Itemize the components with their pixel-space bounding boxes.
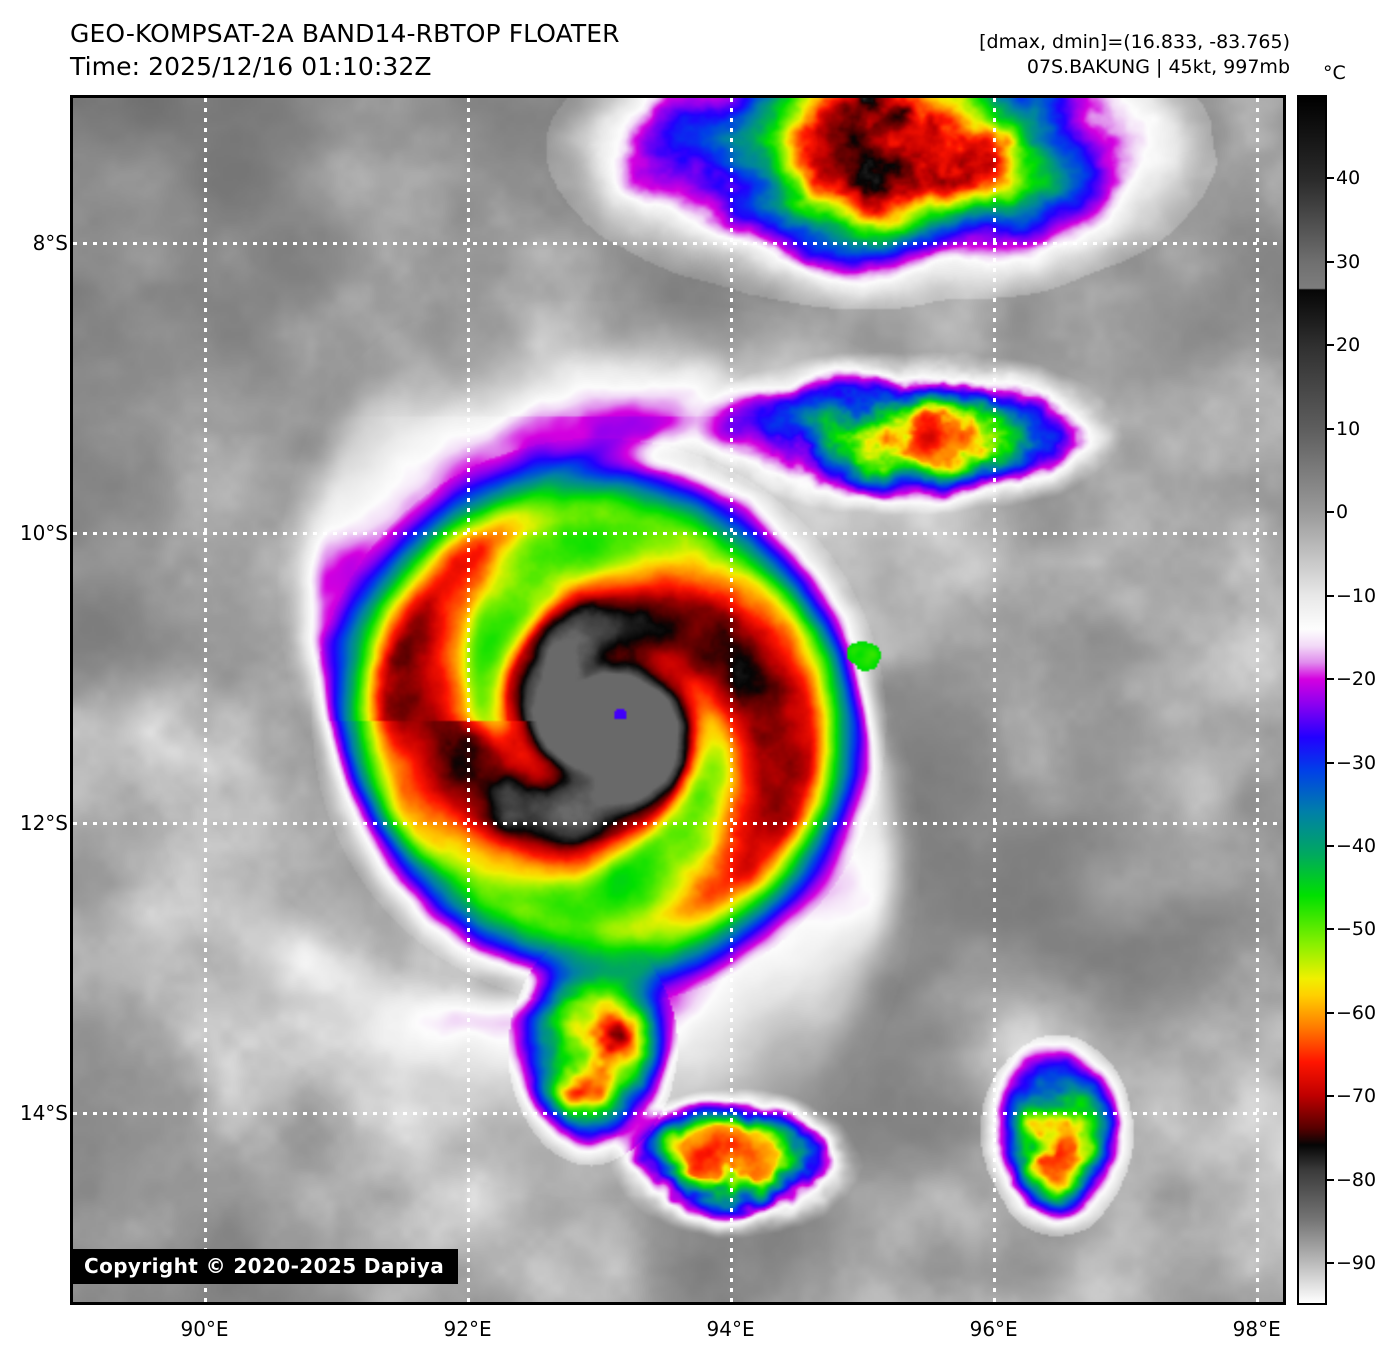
colorbar-gradient: [1299, 97, 1325, 1303]
y-axis-tick-14°S: 14°S: [19, 1101, 68, 1126]
storm-info-label: 07S.BAKUNG | 45kt, 997mb: [1026, 56, 1290, 79]
colorbar-tick-label-20: 20: [1336, 334, 1361, 357]
colorbar-tick-mark--70: [1327, 1095, 1334, 1098]
x-axis-tick-94°E: 94°E: [706, 1317, 755, 1341]
y-axis-tick-12°S: 12°S: [19, 811, 68, 836]
satellite-imagery-canvas: [73, 98, 1283, 1302]
colorbar-tick-mark-30: [1327, 260, 1334, 263]
colorbar-tick-label--70: −70: [1336, 1085, 1377, 1108]
colorbar-tick-mark-40: [1327, 177, 1334, 180]
x-axis-tick-92°E: 92°E: [443, 1317, 492, 1341]
x-axis-tick-90°E: 90°E: [180, 1317, 229, 1341]
colorbar-tick-label--30: −30: [1336, 751, 1377, 774]
temperature-colorbar: [1297, 95, 1327, 1305]
colorbar-tick-mark--60: [1327, 1011, 1334, 1014]
colorbar-tick-label--60: −60: [1336, 1001, 1377, 1024]
header-meta-block: [dmax, dmin]=(16.833, -83.765) 07S.BAKUN…: [979, 30, 1290, 80]
page-title: GEO-KOMPSAT-2A BAND14-RBTOP FLOATER: [70, 19, 620, 48]
satellite-image-plot[interactable]: Copyright © 2020-2025 Dapiya: [70, 95, 1286, 1305]
colorbar-tick-mark-20: [1327, 344, 1334, 347]
colorbar-unit-label: °C: [1323, 62, 1346, 84]
y-axis-tick-8°S: 8°S: [32, 231, 68, 256]
colorbar-tick-mark--20: [1327, 678, 1334, 681]
colorbar-tick-mark--90: [1327, 1262, 1334, 1265]
header-title-block: GEO-KOMPSAT-2A BAND14-RBTOP FLOATER Time…: [70, 18, 620, 83]
colorbar-tick-mark-0: [1327, 511, 1334, 514]
colorbar-tick-mark-10: [1327, 427, 1334, 430]
timestamp-label: Time: 2025/12/16 01:10:32Z: [70, 51, 432, 81]
colorbar-tick-mark--80: [1327, 1178, 1334, 1181]
colorbar-tick-label--20: −20: [1336, 668, 1377, 691]
x-axis-tick-96°E: 96°E: [969, 1317, 1018, 1341]
colorbar-tick-label--90: −90: [1336, 1252, 1377, 1275]
colorbar-tick-label--40: −40: [1336, 835, 1377, 858]
colorbar-tick-label--50: −50: [1336, 918, 1377, 941]
colorbar-tick-mark--40: [1327, 845, 1334, 848]
colorbar-tick-label-30: 30: [1336, 250, 1361, 273]
x-axis-tick-98°E: 98°E: [1232, 1317, 1281, 1341]
colorbar-tick-label-0: 0: [1336, 501, 1349, 524]
y-axis-tick-10°S: 10°S: [19, 521, 68, 546]
copyright-watermark: Copyright © 2020-2025 Dapiya: [73, 1249, 459, 1284]
colorbar-tick-mark--30: [1327, 761, 1334, 764]
colorbar-tick-label-40: 40: [1336, 167, 1361, 190]
colorbar-tick-label--10: −10: [1336, 584, 1377, 607]
colorbar-tick-label--80: −80: [1336, 1168, 1377, 1191]
data-range-label: [dmax, dmin]=(16.833, -83.765): [979, 31, 1290, 53]
colorbar-tick-label-10: 10: [1336, 417, 1361, 440]
colorbar-tick-mark--10: [1327, 594, 1334, 597]
colorbar-tick-mark--50: [1327, 928, 1334, 931]
